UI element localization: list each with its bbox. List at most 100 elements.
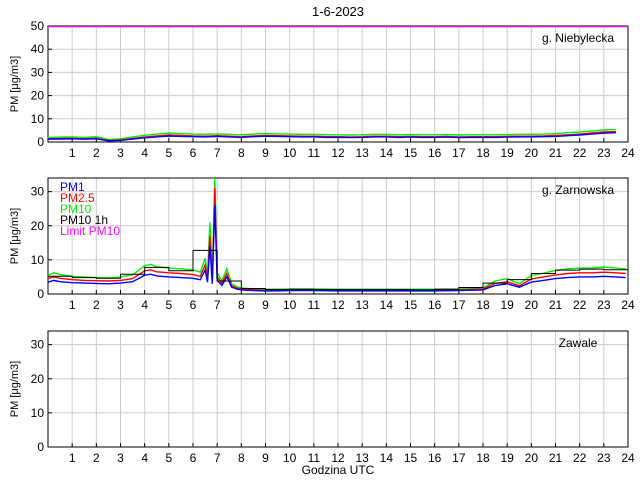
x-tick-label: 10 bbox=[283, 146, 297, 160]
panel-label: Zawale bbox=[559, 336, 598, 350]
x-tick-label: 2 bbox=[93, 146, 100, 160]
x-tick-label: 14 bbox=[380, 298, 394, 312]
x-tick-label: 12 bbox=[331, 451, 345, 465]
y-axis-label: PM [μg/m3] bbox=[9, 56, 21, 112]
x-tick-label: 16 bbox=[428, 451, 442, 465]
x-tick-label: 17 bbox=[452, 451, 466, 465]
series-line-pm10 bbox=[48, 178, 626, 290]
x-tick-label: 12 bbox=[331, 298, 345, 312]
y-tick-label: 30 bbox=[31, 65, 45, 79]
x-tick-label: 6 bbox=[190, 298, 197, 312]
x-tick-label: 5 bbox=[165, 451, 172, 465]
series-line-pm25 bbox=[48, 188, 626, 291]
x-tick-label: 12 bbox=[331, 146, 345, 160]
x-tick-label: 4 bbox=[141, 146, 148, 160]
x-tick-label: 2 bbox=[93, 451, 100, 465]
legend-entry: Limit PM10 bbox=[60, 224, 120, 238]
x-tick-label: 9 bbox=[262, 146, 269, 160]
y-tick-label: 10 bbox=[31, 406, 45, 420]
y-tick-label: 20 bbox=[31, 372, 45, 386]
x-tick-label: 21 bbox=[549, 451, 563, 465]
x-tick-label: 19 bbox=[500, 298, 514, 312]
x-tick-label: 19 bbox=[500, 451, 514, 465]
x-axis-label: Godzina UTC bbox=[302, 463, 375, 477]
x-tick-label: 24 bbox=[621, 146, 635, 160]
x-tick-label: 6 bbox=[190, 451, 197, 465]
y-tick-label: 30 bbox=[31, 185, 45, 199]
x-tick-label: 24 bbox=[621, 451, 635, 465]
x-tick-label: 2 bbox=[93, 298, 100, 312]
y-tick-label: 0 bbox=[37, 135, 44, 149]
x-tick-label: 16 bbox=[428, 146, 442, 160]
x-tick-label: 3 bbox=[117, 451, 124, 465]
x-tick-label: 17 bbox=[452, 298, 466, 312]
x-tick-label: 22 bbox=[573, 146, 587, 160]
x-tick-label: 17 bbox=[452, 146, 466, 160]
x-tick-label: 1 bbox=[69, 146, 76, 160]
x-tick-label: 8 bbox=[238, 298, 245, 312]
y-tick-label: 0 bbox=[37, 287, 44, 301]
x-tick-label: 5 bbox=[165, 298, 172, 312]
x-tick-label: 11 bbox=[308, 451, 321, 465]
y-tick-label: 30 bbox=[31, 338, 45, 352]
x-tick-label: 22 bbox=[573, 451, 587, 465]
plot-area bbox=[48, 26, 628, 142]
x-tick-label: 18 bbox=[476, 298, 490, 312]
x-tick-label: 8 bbox=[238, 146, 245, 160]
x-tick-label: 23 bbox=[597, 146, 611, 160]
series-line-pm10 bbox=[48, 128, 616, 141]
x-tick-label: 13 bbox=[355, 298, 369, 312]
y-tick-label: 0 bbox=[37, 440, 44, 454]
x-tick-label: 21 bbox=[549, 298, 563, 312]
x-tick-label: 11 bbox=[308, 146, 321, 160]
panel-label: g. Niebylecka bbox=[542, 31, 614, 45]
x-tick-label: 6 bbox=[190, 146, 197, 160]
y-tick-label: 10 bbox=[31, 112, 45, 126]
x-tick-label: 13 bbox=[355, 451, 369, 465]
y-axis-label: PM [μg/m3] bbox=[9, 208, 21, 264]
legend-entry: PM10 bbox=[60, 202, 92, 216]
x-tick-label: 13 bbox=[355, 146, 369, 160]
series-line-pm1 bbox=[48, 205, 626, 292]
x-tick-label: 15 bbox=[404, 451, 418, 465]
x-tick-label: 16 bbox=[428, 298, 442, 312]
x-tick-label: 11 bbox=[308, 298, 321, 312]
legend-entry: PM2.5 bbox=[60, 191, 95, 205]
y-tick-label: 50 bbox=[31, 19, 45, 33]
x-tick-label: 22 bbox=[573, 298, 587, 312]
legend-entry: PM1 bbox=[60, 180, 85, 194]
x-tick-label: 18 bbox=[476, 451, 490, 465]
plot-area bbox=[48, 178, 628, 292]
series-line-pm10-1h bbox=[48, 249, 628, 291]
x-tick-label: 3 bbox=[117, 298, 124, 312]
x-tick-label: 4 bbox=[141, 451, 148, 465]
y-tick-label: 40 bbox=[31, 42, 45, 56]
x-tick-label: 8 bbox=[238, 451, 245, 465]
panel-label: g. Zarnowska bbox=[542, 183, 614, 197]
x-tick-label: 20 bbox=[525, 146, 539, 160]
x-tick-label: 10 bbox=[283, 298, 297, 312]
x-tick-label: 19 bbox=[500, 146, 514, 160]
x-tick-label: 9 bbox=[262, 451, 269, 465]
panel-1: 1 2 3 4 5 6 7 8 9 10 11 12 13 14 15 16 17 18 19 20 21 22 23 240… bbox=[9, 19, 635, 160]
x-tick-label: 10 bbox=[283, 451, 297, 465]
x-tick-label: 14 bbox=[380, 451, 394, 465]
x-tick-label: 14 bbox=[380, 146, 394, 160]
x-tick-label: 7 bbox=[214, 146, 221, 160]
x-tick-label: 24 bbox=[621, 298, 635, 312]
panel-2: 1 2 3 4 5 6 7 8 9 10 11 12 13 14 15 16 17 18 19 20 21 22 23 240… bbox=[9, 177, 635, 312]
x-tick-label: 20 bbox=[525, 451, 539, 465]
series-line-pm1 bbox=[48, 132, 616, 142]
x-tick-label: 1 bbox=[69, 451, 76, 465]
x-tick-label: 5 bbox=[165, 146, 172, 160]
panel-3: 1 2 3 4 5 6 7 8 9 10 11 12 13 14 15 16 17 18 19 20 21 22 23 240… bbox=[9, 330, 635, 465]
x-tick-label: 1 bbox=[69, 298, 76, 312]
x-tick-label: 23 bbox=[597, 451, 611, 465]
x-tick-label: 21 bbox=[549, 146, 563, 160]
x-tick-label: 7 bbox=[214, 451, 221, 465]
x-tick-label: 18 bbox=[476, 146, 490, 160]
y-tick-label: 10 bbox=[31, 253, 45, 267]
x-tick-label: 15 bbox=[404, 146, 418, 160]
chart-title: 1-6-2023 bbox=[312, 4, 364, 19]
